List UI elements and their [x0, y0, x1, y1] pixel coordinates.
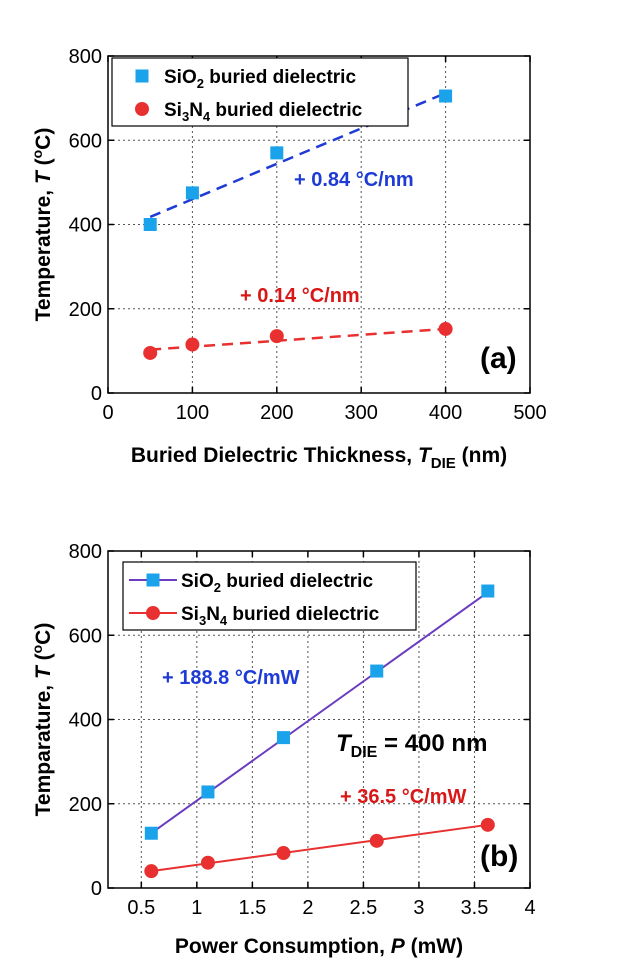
- data-point-sio2: [144, 826, 158, 840]
- x-tick-label: 500: [513, 402, 546, 424]
- data-point-sio2: [481, 584, 495, 598]
- legend: SiO2 buried dielectric Si3N4 buried diele…: [122, 561, 417, 631]
- slope-annotation-1: + 188.8 °C/mW: [162, 667, 300, 689]
- slope-annotation-2: + 36.5 °C/mW: [340, 786, 467, 808]
- x-tick-label: 400: [429, 402, 462, 424]
- data-point-si3n4: [438, 321, 453, 336]
- legend-entry-1: SiO2 buried dielectric: [164, 67, 356, 91]
- legend-entry-2: Si3N4 buried dielectric: [181, 604, 380, 628]
- slope-annotation-1: + 0.84 °C/nm: [294, 169, 414, 191]
- data-point-si3n4: [200, 855, 215, 870]
- chart-panel-b: 0 200 400 600 800 0.5 1 1.5 2 2.5 3 3.5 4 Power Consu…: [29, 541, 536, 958]
- y-tick-label: 200: [69, 299, 102, 321]
- x-tick-label: 1.5: [238, 897, 266, 919]
- x-tick-label: 200: [260, 402, 293, 424]
- data-point-si3n4: [144, 864, 159, 879]
- data-point-sio2: [185, 186, 199, 200]
- data-point-sio2: [439, 89, 453, 103]
- data-point-si3n4: [369, 833, 384, 848]
- y-tick-label: 400: [69, 215, 102, 237]
- x-tick-label: 3: [413, 897, 424, 919]
- x-tick-label: 300: [345, 402, 378, 424]
- y-tick-label: 800: [69, 541, 102, 563]
- y-axis-label: Temperature, T (oC): [29, 128, 55, 322]
- legend-marker-square: [146, 573, 160, 587]
- x-tick-label: 100: [176, 402, 209, 424]
- data-point-si3n4: [480, 817, 495, 832]
- legend-marker-square: [135, 69, 149, 83]
- slope-annotation-2: + 0.14 °C/nm: [240, 285, 360, 307]
- fit-line-series-2: [150, 327, 446, 351]
- chart-panel-a: 0 200 400 600 800 0 100 200 300 400 500 Buried Diel…: [29, 46, 547, 472]
- legend-marker-circle: [135, 102, 149, 116]
- data-point-si3n4: [269, 329, 284, 344]
- data-point-sio2: [143, 218, 157, 231]
- x-axis-label: Power Consumption, P (mW): [175, 935, 463, 958]
- y-tick-label: 0: [91, 383, 102, 405]
- data-point-si3n4: [276, 846, 291, 861]
- data-point-sio2: [276, 731, 290, 745]
- data-point-si3n4: [143, 345, 158, 360]
- y-tick-label: 200: [69, 794, 102, 816]
- panel-label: (a): [480, 342, 517, 375]
- data-point-sio2: [370, 664, 384, 678]
- x-tick-label: 0: [102, 402, 113, 424]
- panel-label: (b): [480, 840, 518, 873]
- legend-marker-circle: [146, 606, 160, 620]
- x-tick-label: 0.5: [127, 897, 155, 919]
- legend-box: [122, 561, 417, 631]
- y-axis-label: Temparature, T (oC): [29, 623, 55, 817]
- legend-entry-2: Si3N4 buried dielectric: [164, 100, 363, 124]
- x-tick-label: 4: [524, 897, 535, 919]
- y-tick-label: 400: [69, 710, 102, 732]
- x-tick-label: 2: [302, 897, 313, 919]
- x-axis-label: Buried Dielectric Thickness, TDIE (nm): [131, 444, 507, 472]
- x-tick-label: 2.5: [350, 897, 378, 919]
- legend: SiO2 buried dielectric Si3N4 buried diele…: [111, 57, 409, 127]
- y-tick-label: 800: [69, 46, 102, 68]
- y-tick-label: 600: [69, 625, 102, 647]
- y-tick-label: 600: [69, 130, 102, 152]
- data-point-si3n4: [185, 337, 200, 352]
- legend-box: [111, 57, 409, 127]
- legend-entry-1: SiO2 buried dielectric: [181, 571, 373, 595]
- x-tick-label: 3.5: [461, 897, 489, 919]
- x-tick-label: 1: [191, 897, 202, 919]
- condition-label: TDIE = 400 nm: [336, 730, 487, 761]
- y-tick-label: 0: [91, 878, 102, 900]
- data-point-sio2: [270, 146, 284, 160]
- data-point-sio2: [201, 785, 215, 799]
